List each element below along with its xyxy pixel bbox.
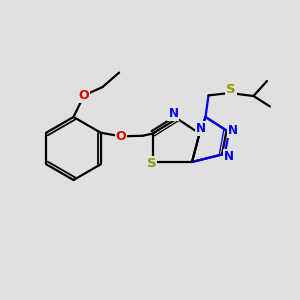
Text: N: N: [196, 122, 206, 135]
Text: O: O: [116, 130, 127, 143]
Text: O: O: [79, 89, 89, 102]
Text: N: N: [228, 124, 238, 137]
Text: S: S: [147, 157, 156, 170]
Text: N: N: [224, 149, 234, 163]
Text: N: N: [168, 106, 178, 120]
Text: S: S: [226, 83, 236, 96]
